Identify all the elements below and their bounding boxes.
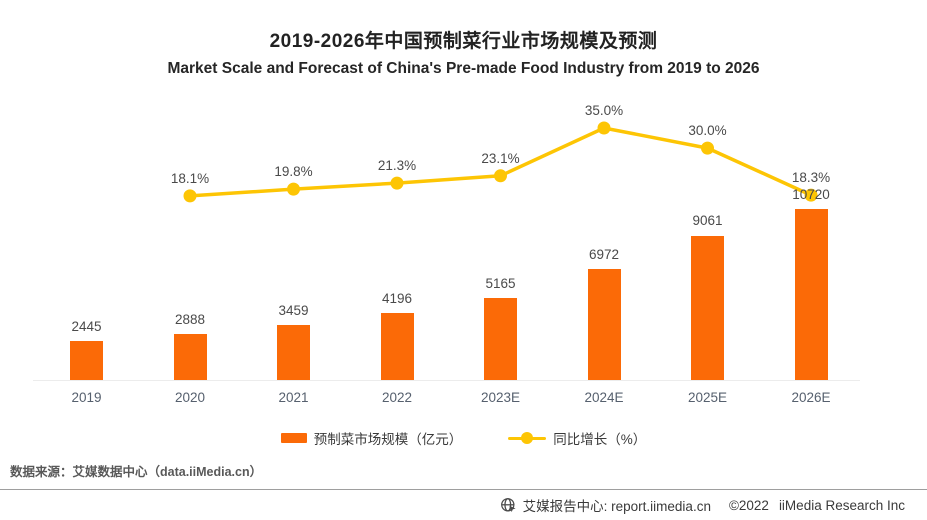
bar	[484, 297, 517, 380]
footer-copyright: ©2022	[728, 497, 769, 513]
footer-company: iiMedia Research Inc	[778, 497, 905, 513]
chart-title-en: Market Scale and Forecast of China's Pre…	[167, 60, 760, 77]
bar-series-swatch-icon	[280, 433, 307, 443]
x-axis-label: 2024E	[584, 390, 624, 405]
x-axis-line	[33, 380, 860, 381]
growth-line-dot	[287, 182, 300, 196]
bar-value-label: 9061	[692, 213, 723, 229]
bar	[173, 333, 207, 380]
legend-item-market-scale: 预制菜市场规模（亿元）	[280, 428, 463, 448]
x-axis-label: 2021	[278, 390, 309, 405]
bar	[70, 341, 103, 380]
growth-line-dot	[701, 141, 714, 155]
bar-value-label: 4196	[381, 291, 413, 307]
legend-label-market-scale: 预制菜市场规模（亿元）	[313, 432, 463, 447]
x-axis-label: 2026E	[791, 390, 831, 405]
bar	[277, 324, 310, 380]
bar-value-label: 10720	[792, 187, 830, 202]
x-axis-label: 2022	[381, 390, 413, 405]
growth-line-dot	[183, 189, 197, 203]
bar-value-label: 3459	[278, 302, 309, 318]
bar	[587, 268, 621, 380]
legend-item-growth: 同比增长（%）	[508, 428, 646, 448]
x-axis-label: 2023E	[480, 390, 521, 405]
footer-brand: 艾媒报告中心: report.iimedia.cn	[522, 499, 711, 514]
bar	[380, 313, 414, 380]
bar-value-label: 2445	[71, 319, 102, 334]
growth-value-label: 23.1%	[481, 150, 520, 166]
x-axis-label: 2019	[71, 390, 102, 405]
growth-value-label: 35.0%	[584, 103, 624, 118]
bar	[691, 235, 724, 380]
bar-value-label: 6972	[588, 246, 620, 262]
growth-line-dot	[597, 121, 611, 135]
growth-value-label: 21.3%	[377, 158, 417, 174]
legend-label-growth: 同比增长（%）	[553, 432, 647, 447]
growth-value-label: 18.1%	[170, 170, 210, 186]
legend: 预制菜市场规模（亿元） 同比增长（%）	[0, 428, 927, 448]
growth-line-dot	[494, 169, 507, 183]
growth-value-label: 19.8%	[274, 164, 313, 180]
growth-value-label: 18.3%	[791, 170, 831, 186]
globe-cursor-icon	[500, 497, 517, 514]
growth-line-dot	[390, 176, 404, 190]
line-series-swatch-icon	[508, 432, 547, 444]
growth-value-label: 30.0%	[688, 123, 727, 139]
chart-title-cn: 2019-2026年中国预制菜行业市场规模及预测	[269, 31, 658, 52]
footer-bar: 艾媒报告中心: report.iimedia.cn ©2022 iiMedia …	[0, 489, 927, 520]
bar	[794, 209, 828, 380]
line-swatch-dot	[521, 432, 534, 444]
bar-value-label: 2888	[174, 311, 206, 327]
bar-value-label: 5165	[485, 275, 516, 291]
x-axis-label: 2020	[174, 390, 206, 405]
x-axis-label: 2025E	[687, 390, 728, 405]
data-source-note: 数据来源：艾媒数据中心（data.iiMedia.cn）	[10, 465, 263, 479]
